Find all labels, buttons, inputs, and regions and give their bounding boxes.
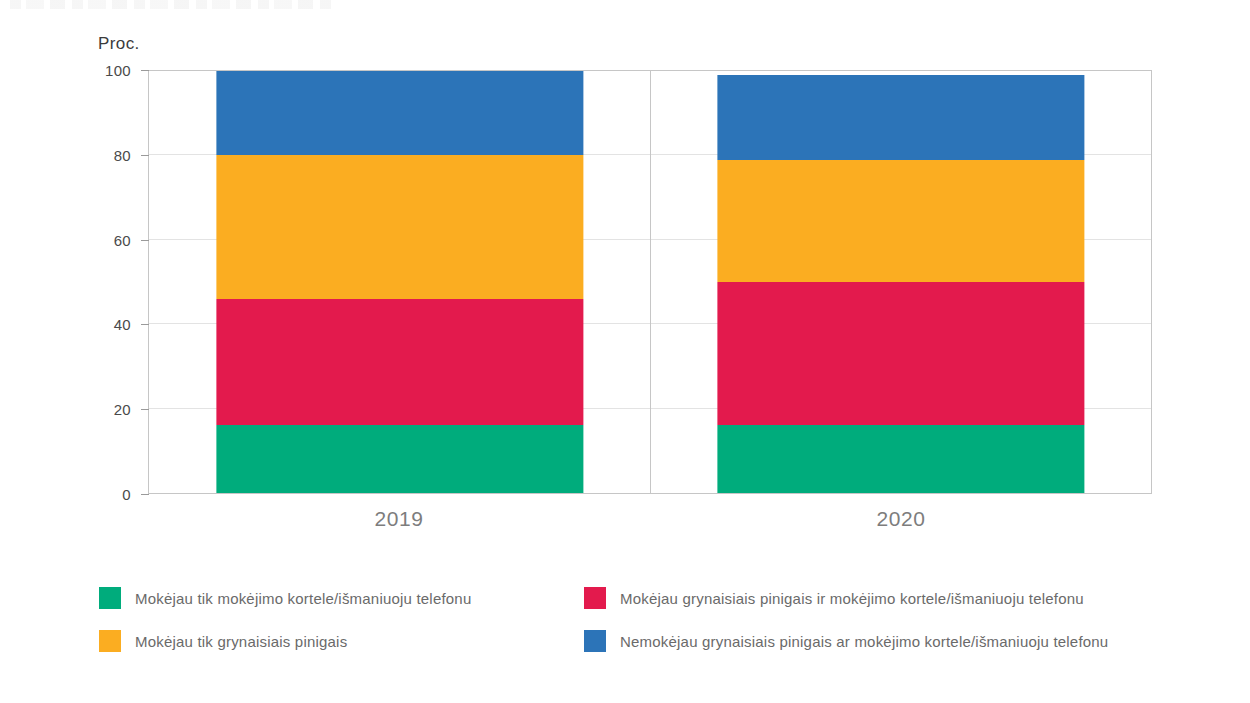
stacked-bar-2019 — [216, 71, 583, 493]
tickmark-80 — [141, 155, 149, 156]
bar-segment — [216, 155, 583, 298]
cropped-text-remnant — [10, 0, 332, 9]
category-panel-2019 — [149, 71, 650, 493]
category-panel-2020 — [650, 71, 1151, 493]
tickmark-100 — [141, 70, 149, 71]
legend-item: Mokėjau grynaisiais pinigais ir mokėjimo… — [584, 587, 1174, 609]
x-label-2020: 2020 — [876, 507, 925, 531]
y-axis-title: Proc. — [98, 34, 140, 54]
y-tick-label-60: 60 — [114, 231, 131, 248]
tickmark-20 — [141, 409, 149, 410]
bar-segment — [717, 425, 1084, 493]
bar-segment — [216, 71, 583, 155]
y-tick-label-100: 100 — [105, 62, 131, 79]
y-tick-label-80: 80 — [114, 146, 131, 163]
tickmark-40 — [141, 324, 149, 325]
bar-segment — [216, 299, 583, 426]
legend-swatch — [99, 630, 121, 652]
bar-segment — [717, 75, 1084, 159]
tickmark-0 — [141, 494, 149, 495]
plot-area — [148, 70, 1152, 494]
y-tick-label-0: 0 — [122, 486, 131, 503]
bar-segment — [717, 160, 1084, 282]
x-axis-labels: 2019 2020 — [148, 507, 1152, 537]
bar-segment — [717, 282, 1084, 425]
tickmark-60 — [141, 240, 149, 241]
legend-item: Mokėjau tik mokėjimo kortele/išmaniuoju … — [99, 587, 584, 609]
legend-item: Mokėjau tik grynaisiais pinigais — [99, 630, 584, 652]
y-tick-label-40: 40 — [114, 316, 131, 333]
legend-label: Mokėjau tik mokėjimo kortele/išmaniuoju … — [135, 590, 471, 607]
y-axis-tickmarks — [141, 70, 149, 494]
y-tick-label-20: 20 — [114, 401, 131, 418]
y-axis-tick-labels: 020406080100 — [0, 70, 131, 494]
x-label-2019: 2019 — [374, 507, 423, 531]
legend-swatch — [584, 630, 606, 652]
stacked-bar-2020 — [717, 71, 1084, 493]
bar-segment — [216, 425, 583, 493]
chart-canvas: Proc. 0 20 40 60 80 100 2019 2020 Mokėjau tik … — [0, 0, 1250, 703]
legend-swatch — [584, 587, 606, 609]
legend-label: Mokėjau grynaisiais pinigais ir mokėjimo… — [620, 590, 1084, 607]
legend-label: Mokėjau tik grynaisiais pinigais — [135, 633, 347, 650]
legend-item: Nemokėjau grynaisiais pinigais ar mokėji… — [584, 630, 1174, 652]
legend-label: Nemokėjau grynaisiais pinigais ar mokėji… — [620, 633, 1108, 650]
chart-legend: Mokėjau tik mokėjimo kortele/išmaniuoju … — [99, 587, 1174, 652]
legend-swatch — [99, 587, 121, 609]
